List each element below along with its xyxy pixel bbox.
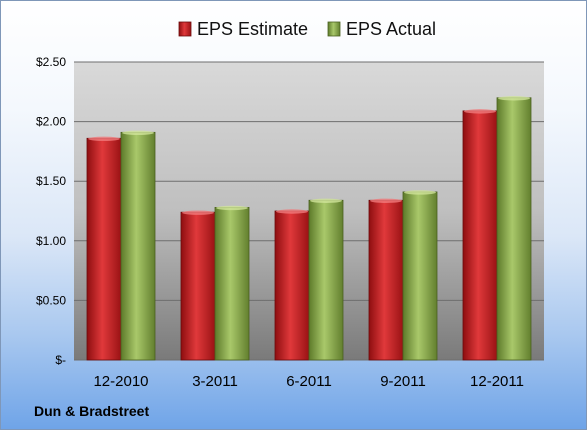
y-tick-label: $1.50	[36, 174, 66, 188]
x-category-label: 12-2011	[470, 373, 524, 390]
x-axis-categories: 12-2010 3-2011 6-2011 9-2011 12-2011	[93, 373, 524, 390]
actual-bar	[402, 191, 438, 361]
x-category-label: 6-2011	[286, 373, 332, 390]
bars	[86, 96, 532, 361]
y-axis-ticks: $- $0.50 $1.00 $1.50 $2.00 $2.50	[36, 55, 66, 367]
estimate-bar	[86, 137, 122, 361]
actual-bar-highlight	[498, 96, 530, 101]
actual-bar	[214, 207, 250, 361]
estimate-bar	[368, 199, 404, 361]
estimate-bar-highlight	[88, 136, 120, 141]
y-tick-label: $-	[55, 353, 66, 367]
estimate-bar	[274, 210, 310, 361]
legend-label-estimate: EPS Estimate	[197, 19, 308, 39]
actual-bar	[308, 199, 344, 361]
x-category-label: 3-2011	[192, 373, 238, 390]
y-tick-label: $0.50	[36, 293, 66, 307]
estimate-bar-highlight	[276, 209, 308, 214]
actual-bar	[496, 97, 532, 361]
legend: EPS Estimate EPS Actual	[178, 19, 436, 39]
estimate-bar-highlight	[370, 198, 402, 203]
y-tick-label: $1.00	[36, 234, 66, 248]
actual-bar-highlight	[310, 198, 342, 203]
actual-bar	[120, 131, 156, 361]
y-tick-label: $2.50	[36, 55, 66, 69]
company-name: Dun & Bradstreet	[34, 403, 150, 419]
actual-bar-highlight	[216, 205, 248, 211]
legend-swatch-actual	[327, 21, 341, 37]
x-category-label: 9-2011	[380, 373, 426, 390]
estimate-bar-highlight	[182, 210, 214, 215]
actual-bar-highlight	[122, 130, 154, 136]
estimate-bar	[462, 110, 498, 361]
x-category-label: 12-2010	[93, 373, 148, 390]
estimate-bar-highlight	[464, 109, 496, 114]
estimate-bar	[180, 211, 216, 361]
legend-label-actual: EPS Actual	[346, 19, 436, 39]
actual-bar-highlight	[404, 190, 436, 195]
legend-swatch-estimate	[178, 21, 192, 37]
y-tick-label: $2.00	[36, 115, 66, 129]
